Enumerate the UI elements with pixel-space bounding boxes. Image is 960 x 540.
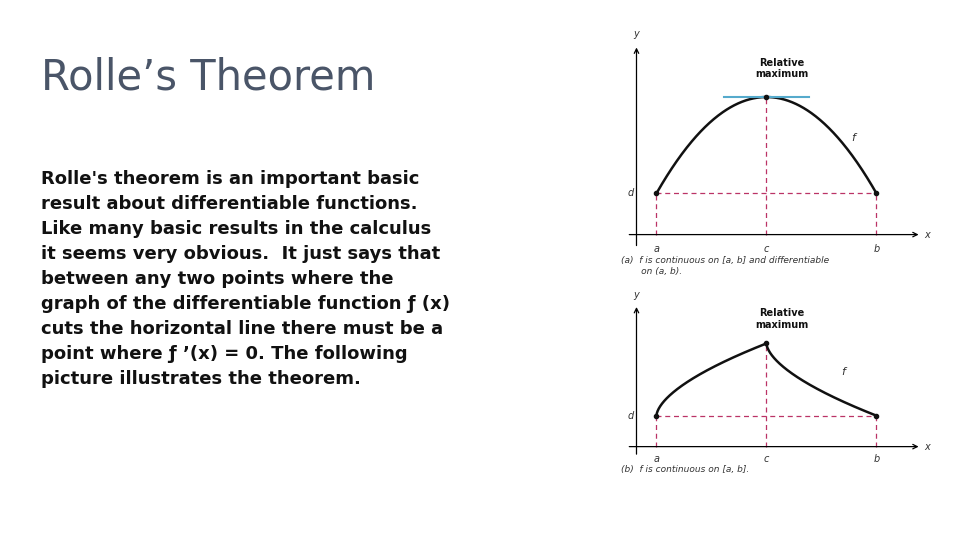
Text: d: d — [628, 410, 634, 421]
Text: a: a — [654, 244, 660, 254]
Text: Relative
maximum: Relative maximum — [755, 58, 808, 79]
Text: Relative
maximum: Relative maximum — [755, 308, 808, 330]
Text: (b)  f is continuous on [a, b].: (b) f is continuous on [a, b]. — [621, 465, 750, 474]
Text: Rolle's theorem is an important basic
result about differentiable functions.
Lik: Rolle's theorem is an important basic re… — [41, 170, 450, 388]
Text: y: y — [634, 290, 639, 300]
Text: c: c — [764, 244, 769, 254]
Text: Rolle’s Theorem: Rolle’s Theorem — [41, 57, 375, 99]
Text: x: x — [924, 442, 929, 451]
Text: a: a — [654, 454, 660, 464]
Text: y: y — [634, 29, 639, 39]
Text: b: b — [874, 454, 879, 464]
Text: b: b — [874, 244, 879, 254]
Text: c: c — [764, 454, 769, 464]
Text: f: f — [852, 133, 855, 143]
Text: x: x — [924, 230, 929, 240]
Text: f: f — [841, 367, 846, 377]
Text: (a)  f is continuous on [a, b] and differentiable
       on (a, b).: (a) f is continuous on [a, b] and differ… — [621, 256, 829, 276]
Text: d: d — [628, 188, 634, 198]
